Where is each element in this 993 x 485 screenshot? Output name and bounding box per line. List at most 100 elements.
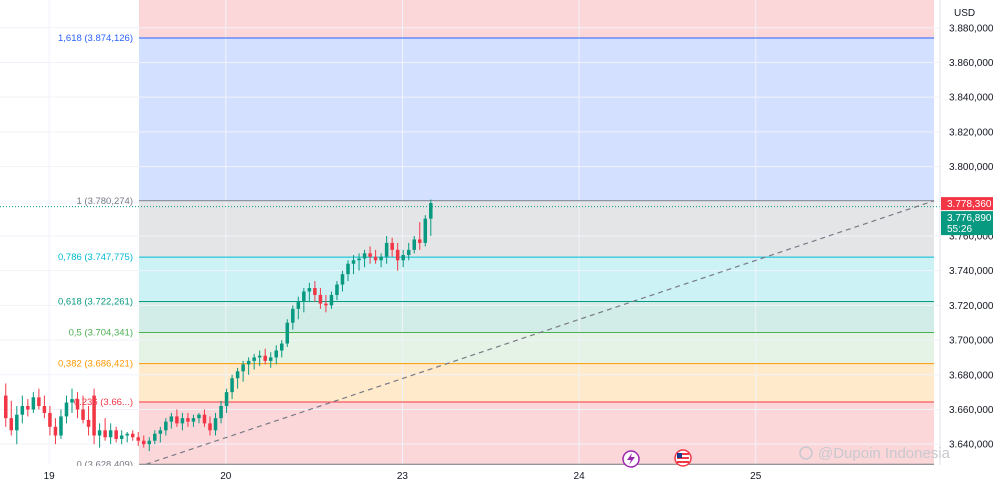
fib-zone	[139, 37, 934, 201]
candle	[119, 430, 124, 445]
price-tick-label: 3.720,000	[949, 301, 993, 312]
price-tick-label: 3.640,000	[949, 440, 993, 451]
candle	[15, 406, 19, 445]
fib-zone	[139, 363, 934, 403]
candle	[373, 249, 378, 264]
fib-level-label: 0 (3.628,409)	[76, 459, 133, 470]
event-markers[interactable]	[622, 449, 692, 468]
candle	[103, 418, 107, 441]
candle	[235, 367, 240, 389]
time-axis[interactable]: 19 20 23 24 25	[0, 466, 940, 485]
price-tick-label: 3.860,000	[949, 58, 993, 69]
candle	[429, 199, 433, 236]
candle	[274, 345, 278, 365]
candle	[4, 383, 8, 427]
candle	[362, 249, 367, 268]
fibonacci-levels[interactable]: 0 (3.628,409) 0.236 (3.66...) 0,382 (3.686…	[0, 33, 940, 470]
us-flag-event-icon[interactable]	[674, 449, 692, 467]
candle	[81, 395, 85, 424]
candle	[357, 253, 361, 271]
candle	[335, 281, 339, 301]
fib-level-label: 1,618 (3.874,126)	[58, 33, 133, 44]
candle	[412, 235, 416, 254]
price-axis[interactable]: USD 3.640,000 3.660,000 3.680,000 3.700,000…	[939, 0, 993, 485]
candle	[75, 392, 80, 419]
candle	[53, 418, 58, 445]
candle	[59, 409, 63, 439]
candle	[368, 246, 372, 264]
candle	[42, 395, 47, 419]
candle	[302, 288, 306, 313]
candle	[224, 388, 229, 413]
candle	[114, 426, 118, 443]
candle	[64, 395, 69, 424]
date-tick-label: 23	[397, 471, 409, 482]
candle	[252, 353, 256, 370]
candle	[285, 319, 290, 348]
candle	[202, 409, 207, 427]
candle	[418, 222, 422, 250]
candle	[142, 435, 146, 448]
candle	[423, 215, 428, 247]
candle	[257, 350, 262, 367]
candle	[175, 409, 179, 427]
price-tick-label: 3.880,000	[949, 23, 993, 34]
watermark-logo-icon	[799, 446, 813, 460]
price-tick-label: 3.820,000	[949, 127, 993, 138]
dashed-trend-line[interactable]	[145, 200, 935, 465]
candle	[20, 395, 25, 424]
date-tick-label: 25	[750, 471, 762, 482]
fib-level-label: 0,382 (3.686,421)	[58, 359, 133, 370]
candle	[31, 392, 36, 413]
fib-level-label: 0,5 (3.704,341)	[69, 328, 133, 339]
candle	[384, 235, 389, 264]
candle	[268, 352, 273, 368]
fib-zone	[139, 257, 934, 302]
candle	[108, 423, 113, 445]
last-price-tag-text: 3.778,360	[947, 199, 992, 210]
candle	[401, 249, 405, 268]
candle	[219, 400, 223, 424]
fib-zone	[139, 200, 934, 258]
candle	[291, 305, 295, 330]
fib-zone	[139, 301, 934, 333]
candle	[340, 270, 345, 292]
fib-zone	[139, 0, 934, 38]
candle	[26, 399, 30, 417]
currency-label: USD	[954, 8, 975, 19]
candle	[307, 282, 312, 302]
candle	[395, 242, 400, 271]
countdown-text: 55:26	[947, 224, 972, 235]
price-tick-label: 3.760,000	[949, 231, 993, 242]
watermark: @Dupoin Indonesia	[799, 445, 951, 462]
lightning-event-icon[interactable]	[622, 450, 640, 468]
candle	[313, 281, 317, 302]
candle	[164, 418, 168, 436]
candle	[147, 437, 152, 452]
price-tick-label: 3.660,000	[949, 405, 993, 416]
candle	[197, 412, 201, 424]
price-tick-label: 3.840,000	[949, 93, 993, 104]
candle	[48, 406, 52, 436]
fib-level-label: 0.236 (3.66...)	[74, 397, 133, 408]
candle	[346, 260, 350, 282]
trend-line[interactable]	[145, 200, 935, 465]
last-price-tag	[941, 197, 993, 211]
date-tick-label: 24	[574, 471, 586, 482]
candle	[125, 432, 129, 443]
candle	[390, 237, 394, 257]
price-tick-label: 3.700,000	[949, 336, 993, 347]
current-price-tag	[941, 211, 993, 236]
candle	[153, 430, 157, 445]
current-price-tag-text: 3.776,890	[947, 213, 992, 224]
price-tick-label: 3.800,000	[949, 162, 993, 173]
candle	[263, 348, 267, 365]
candle	[92, 388, 96, 445]
candle	[296, 296, 301, 320]
candle	[406, 242, 411, 261]
candles	[4, 199, 433, 452]
candle	[213, 412, 218, 436]
candle	[329, 291, 334, 309]
